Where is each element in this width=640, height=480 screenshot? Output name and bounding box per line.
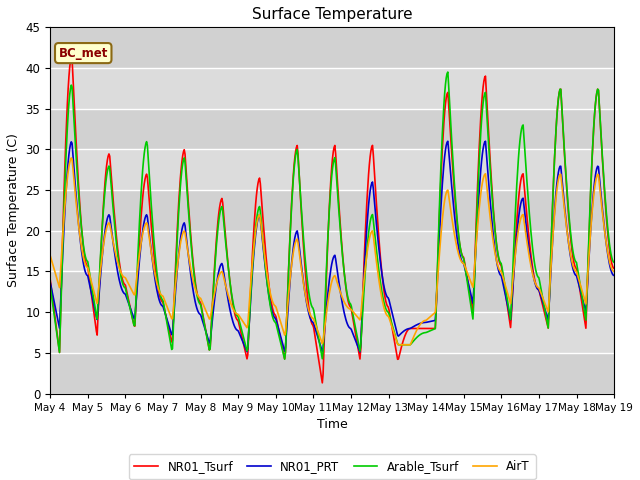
Bar <box>50 353 614 394</box>
NR01_Tsurf <box>173 245 180 251</box>
NR01_PRT <box>402 327 410 333</box>
NR01_PRT <box>418 320 426 326</box>
AirT <box>67 155 75 161</box>
NR01_PRT <box>356 349 364 355</box>
Line: Arable_Tsurf: Arable_Tsurf <box>50 72 614 359</box>
Text: BC_met: BC_met <box>58 47 108 60</box>
Arable_Tsurf <box>202 327 209 333</box>
NR01_Tsurf <box>403 330 410 336</box>
NR01_Tsurf <box>419 325 426 331</box>
Arable_Tsurf <box>281 356 289 362</box>
Line: AirT: AirT <box>50 158 614 345</box>
AirT <box>56 272 64 277</box>
Arable_Tsurf <box>418 331 426 336</box>
NR01_PRT <box>202 327 209 333</box>
AirT <box>46 252 54 258</box>
Arable_Tsurf <box>402 342 410 348</box>
AirT <box>173 273 180 279</box>
Bar <box>50 27 614 68</box>
Line: NR01_Tsurf: NR01_Tsurf <box>50 57 614 383</box>
Bar <box>50 108 614 149</box>
AirT <box>202 309 210 314</box>
Bar <box>50 190 614 231</box>
NR01_Tsurf <box>202 330 210 336</box>
AirT <box>419 319 426 324</box>
NR01_PRT <box>482 138 490 144</box>
X-axis label: Time: Time <box>317 418 348 431</box>
NR01_PRT <box>56 307 64 312</box>
NR01_PRT <box>115 273 122 278</box>
NR01_Tsurf <box>319 380 326 386</box>
NR01_Tsurf <box>115 258 123 264</box>
NR01_Tsurf <box>611 265 618 271</box>
NR01_PRT <box>611 273 618 278</box>
Arable_Tsurf <box>56 323 64 329</box>
NR01_Tsurf <box>67 54 75 60</box>
NR01_Tsurf <box>46 276 54 281</box>
AirT <box>611 269 618 275</box>
Arable_Tsurf <box>115 257 122 263</box>
Arable_Tsurf <box>611 260 618 265</box>
Y-axis label: Surface Temperature (C): Surface Temperature (C) <box>7 133 20 288</box>
Arable_Tsurf <box>172 271 179 276</box>
AirT <box>115 264 123 270</box>
NR01_PRT <box>46 279 54 285</box>
NR01_PRT <box>172 288 179 293</box>
AirT <box>394 342 402 348</box>
Title: Surface Temperature: Surface Temperature <box>252 7 412 22</box>
AirT <box>403 342 410 348</box>
Arable_Tsurf <box>46 283 54 288</box>
Legend: NR01_Tsurf, NR01_PRT, Arable_Tsurf, AirT: NR01_Tsurf, NR01_PRT, Arable_Tsurf, AirT <box>129 455 536 479</box>
NR01_Tsurf <box>56 320 64 326</box>
Arable_Tsurf <box>444 69 452 75</box>
Bar <box>50 272 614 312</box>
Line: NR01_PRT: NR01_PRT <box>50 141 614 352</box>
